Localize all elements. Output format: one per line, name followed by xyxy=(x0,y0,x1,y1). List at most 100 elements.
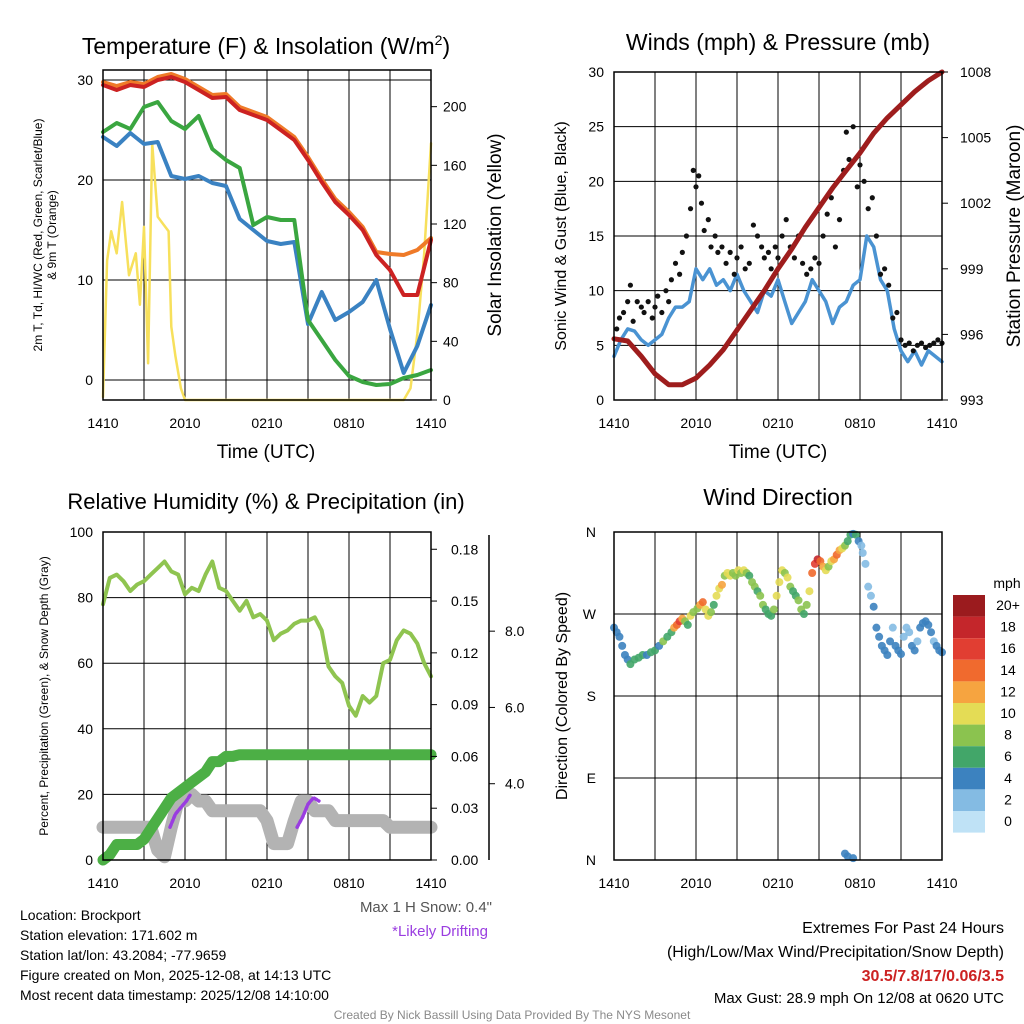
gust-point xyxy=(812,255,818,261)
created-text: Figure created on Mon, 2025-12-08, at 14… xyxy=(20,967,332,983)
gust-point xyxy=(705,217,711,223)
humidity-x-tick-label: 2010 xyxy=(169,875,200,891)
gust-point xyxy=(687,206,694,212)
precip-y-tick-label: 0.09 xyxy=(451,697,478,713)
gust-point xyxy=(890,315,896,321)
gust-point xyxy=(775,255,781,261)
wind-direction-point xyxy=(886,637,895,646)
speed-legend-swatch xyxy=(953,703,985,725)
dewpoint-line xyxy=(101,100,433,387)
winds-x-label: Time (UTC) xyxy=(729,442,828,463)
humidity-x-tick-label: 1410 xyxy=(87,875,118,891)
gust-point xyxy=(877,271,884,277)
precip-y-tick-label: 0.00 xyxy=(451,852,478,868)
temperature-title: Temperature (F) & Insolation (W/m2) xyxy=(82,32,450,59)
wind-direction-point xyxy=(872,623,881,632)
wind-direction-point xyxy=(717,580,726,589)
wind-direction-point xyxy=(707,608,716,617)
wind-direction-point xyxy=(769,605,778,614)
speed-legend-swatch xyxy=(953,746,985,768)
humidity-x-tick-label: 0210 xyxy=(251,875,282,891)
gust-point xyxy=(854,184,860,190)
humidity-panel: Relative Humidity (%) & Precipitation (i… xyxy=(37,489,525,940)
snow-depth-tick-label: 6.0 xyxy=(505,699,525,715)
wind-direction-point xyxy=(864,582,873,591)
humidity-y-tick-label: 0 xyxy=(85,852,93,868)
gust-point xyxy=(779,233,785,239)
gust-point xyxy=(816,260,822,266)
snow-depth-line xyxy=(96,787,438,864)
gust-point xyxy=(906,340,912,346)
temperature-y-tick-label: 0 xyxy=(85,372,93,388)
wind-direction-point xyxy=(745,571,754,580)
speed-legend-swatch xyxy=(953,724,985,747)
speed-legend-swatch xyxy=(953,616,985,639)
gust-point xyxy=(719,244,725,250)
gust-point xyxy=(663,288,669,294)
extremes-values: 30.5/7.8/17/0.06/3.5 xyxy=(862,968,1004,985)
gust-point xyxy=(759,244,765,250)
temperature-panel: Temperature (F) & Insolation (W/m2) 1410… xyxy=(31,32,506,463)
winds-x-tick-label: 1410 xyxy=(926,415,957,431)
gust-point xyxy=(918,340,925,346)
speed-legend-label: 6 xyxy=(1004,748,1012,764)
gust-point xyxy=(836,217,843,223)
wind-direction-plot-frame xyxy=(613,531,943,861)
likely-drifting-line xyxy=(168,792,193,829)
wind-direction-point xyxy=(861,559,870,568)
wind-direction-point xyxy=(802,600,811,609)
precip-y-tick-label: 0.18 xyxy=(451,541,478,557)
temperature-y-tick-label: 20 xyxy=(77,172,93,188)
pressure-y-tick-label: 999 xyxy=(960,261,984,277)
gust-point xyxy=(738,244,744,250)
winds-panel: Winds (mph) & Pressure (mb) 1410 2010 0210… xyxy=(553,29,1024,463)
gust-point xyxy=(679,249,685,255)
winds-ticks: 1410 2010 0210 0810 1410 0 5 10 15 20 25 30 993 996 99… xyxy=(588,64,991,431)
speed-legend-label: 18 xyxy=(1000,619,1016,635)
humidity-y-tick-label: 40 xyxy=(77,721,93,737)
gust-point xyxy=(873,233,880,239)
wind-direction-point xyxy=(799,610,808,618)
speed-legend-label: 16 xyxy=(1000,640,1016,656)
wind-direction-x-tick-label: 1410 xyxy=(926,875,957,891)
gust-point xyxy=(693,184,699,190)
winds-x-tick-label: 0810 xyxy=(844,415,875,431)
speed-legend-title: mph xyxy=(993,575,1020,591)
wind-direction-point xyxy=(772,591,781,600)
speed-legend-swatch xyxy=(953,595,985,617)
speed-legend-swatch xyxy=(953,681,985,703)
temperature-x-tick-label: 1410 xyxy=(415,415,446,431)
gust-point xyxy=(800,260,806,266)
gust-point xyxy=(690,167,696,173)
speed-legend-label: 12 xyxy=(1000,683,1016,699)
humidity-y-label: Percent, Precipitation (Green), & Snow D… xyxy=(37,556,51,835)
wind-direction-point xyxy=(843,537,852,546)
winds-x-tick-label: 2010 xyxy=(680,415,711,431)
gust-point xyxy=(750,222,757,228)
humidity-ticks: 1410 2010 0210 0810 1410 0 20 40 60 80 100 0.00 0.03… xyxy=(70,524,525,891)
gust-point xyxy=(808,266,814,272)
speed-legend-swatch xyxy=(953,638,985,660)
winds-y-tick-label: 30 xyxy=(588,64,604,80)
wind-direction-x-tick-label: 1410 xyxy=(598,875,629,891)
gust-point xyxy=(886,282,892,288)
insolation-y-tick-label: 40 xyxy=(443,333,459,349)
gust-point xyxy=(746,260,752,266)
gust-point xyxy=(677,271,683,277)
wind-direction-y-label: Direction (Colored By Speed) xyxy=(554,592,571,800)
wind-direction-x-tick-label: 0810 xyxy=(844,875,875,891)
precipitation-line xyxy=(97,749,437,866)
pressure-y-tick-label: 996 xyxy=(960,326,984,342)
wind-direction-y-tick-label: S xyxy=(587,688,596,704)
gust-point xyxy=(923,344,929,351)
wind-direction-point xyxy=(888,623,897,632)
gust-point xyxy=(772,244,778,250)
winds-y-tick-label: 5 xyxy=(596,337,604,353)
gust-point xyxy=(857,162,863,168)
speed-legend-label: 8 xyxy=(1004,727,1012,743)
wind-direction-series xyxy=(610,529,946,863)
wind-direction-point xyxy=(905,628,914,637)
insolation-y-tick-label: 80 xyxy=(443,275,459,291)
